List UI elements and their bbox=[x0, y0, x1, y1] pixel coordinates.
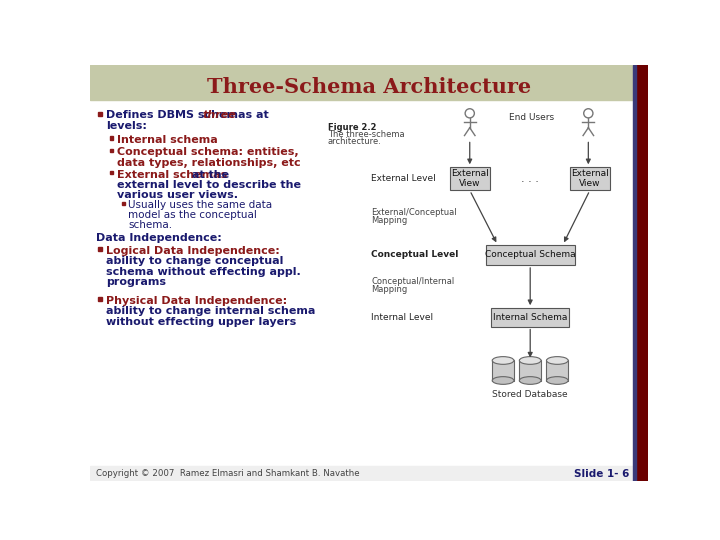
Bar bbox=[90, 466, 632, 481]
Text: Mapping: Mapping bbox=[372, 216, 408, 225]
Ellipse shape bbox=[546, 377, 568, 384]
Text: Internal Schema: Internal Schema bbox=[493, 313, 567, 322]
Bar bbox=[110, 171, 114, 174]
Text: Conceptual Schema: Conceptual Schema bbox=[485, 251, 575, 260]
Text: Conceptual schema: entities,: Conceptual schema: entities, bbox=[117, 147, 299, 157]
Text: External
View: External View bbox=[571, 169, 608, 188]
Text: Internal schema: Internal schema bbox=[117, 135, 218, 145]
Text: External schemas: External schemas bbox=[117, 170, 228, 179]
Text: Copyright © 2007  Ramez Elmasri and Shamkant B. Navathe: Copyright © 2007 Ramez Elmasri and Shamk… bbox=[96, 469, 360, 478]
Bar bbox=[632, 65, 636, 481]
Text: Data Independence:: Data Independence: bbox=[96, 233, 222, 242]
Bar bbox=[546, 361, 568, 381]
Text: schema.: schema. bbox=[128, 220, 172, 229]
Ellipse shape bbox=[519, 377, 541, 384]
Bar bbox=[570, 167, 610, 190]
Text: Figure 2.2: Figure 2.2 bbox=[328, 123, 377, 132]
Text: levels:: levels: bbox=[107, 120, 147, 131]
Text: Logical Data Independence:: Logical Data Independence: bbox=[107, 246, 280, 256]
Bar bbox=[519, 361, 541, 381]
Text: ability to change internal schema: ability to change internal schema bbox=[107, 306, 315, 316]
Bar bbox=[122, 202, 125, 205]
Bar bbox=[98, 247, 102, 251]
Text: Mapping: Mapping bbox=[372, 285, 408, 294]
Bar bbox=[636, 65, 648, 481]
Text: The three-schema: The three-schema bbox=[328, 130, 405, 139]
Bar bbox=[492, 308, 569, 327]
Ellipse shape bbox=[492, 356, 514, 365]
Ellipse shape bbox=[546, 356, 568, 365]
Bar bbox=[492, 361, 514, 381]
Text: End Users: End Users bbox=[509, 113, 554, 122]
Bar bbox=[90, 65, 648, 100]
Text: External/Conceptual: External/Conceptual bbox=[372, 208, 457, 217]
Text: external level to describe the: external level to describe the bbox=[117, 180, 301, 190]
Text: programs: programs bbox=[107, 277, 166, 287]
Bar bbox=[98, 297, 102, 301]
Text: data types, relationships, etc: data types, relationships, etc bbox=[117, 158, 301, 167]
Text: Conceptual Level: Conceptual Level bbox=[372, 251, 459, 260]
Text: schema without effecting appl.: schema without effecting appl. bbox=[107, 267, 301, 276]
Text: Stored Database: Stored Database bbox=[492, 390, 568, 399]
Text: model as the conceptual: model as the conceptual bbox=[128, 210, 257, 220]
Text: at the: at the bbox=[188, 170, 229, 179]
Text: External
View: External View bbox=[451, 169, 489, 188]
Text: Physical Data Independence:: Physical Data Independence: bbox=[107, 296, 287, 306]
Text: three: three bbox=[202, 110, 236, 120]
Bar bbox=[449, 167, 490, 190]
Bar bbox=[110, 136, 114, 140]
Bar bbox=[485, 245, 575, 265]
Ellipse shape bbox=[519, 356, 541, 365]
Text: architecture.: architecture. bbox=[328, 137, 382, 146]
Text: ability to change conceptual: ability to change conceptual bbox=[107, 256, 284, 266]
Text: without effecting upper layers: without effecting upper layers bbox=[107, 316, 297, 327]
Text: Conceptual/Internal: Conceptual/Internal bbox=[372, 278, 454, 286]
Ellipse shape bbox=[492, 377, 514, 384]
Text: Usually uses the same data: Usually uses the same data bbox=[128, 200, 272, 210]
Text: Defines DBMS schemas at: Defines DBMS schemas at bbox=[107, 110, 273, 120]
Bar bbox=[110, 148, 114, 152]
Text: External Level: External Level bbox=[372, 174, 436, 183]
Text: various user views.: various user views. bbox=[117, 190, 238, 200]
Text: Slide 1- 6: Slide 1- 6 bbox=[574, 469, 629, 478]
Text: . . .: . . . bbox=[521, 174, 539, 184]
Text: Three-Schema Architecture: Three-Schema Architecture bbox=[207, 77, 531, 97]
Text: Internal Level: Internal Level bbox=[372, 313, 433, 322]
Bar bbox=[98, 112, 102, 116]
